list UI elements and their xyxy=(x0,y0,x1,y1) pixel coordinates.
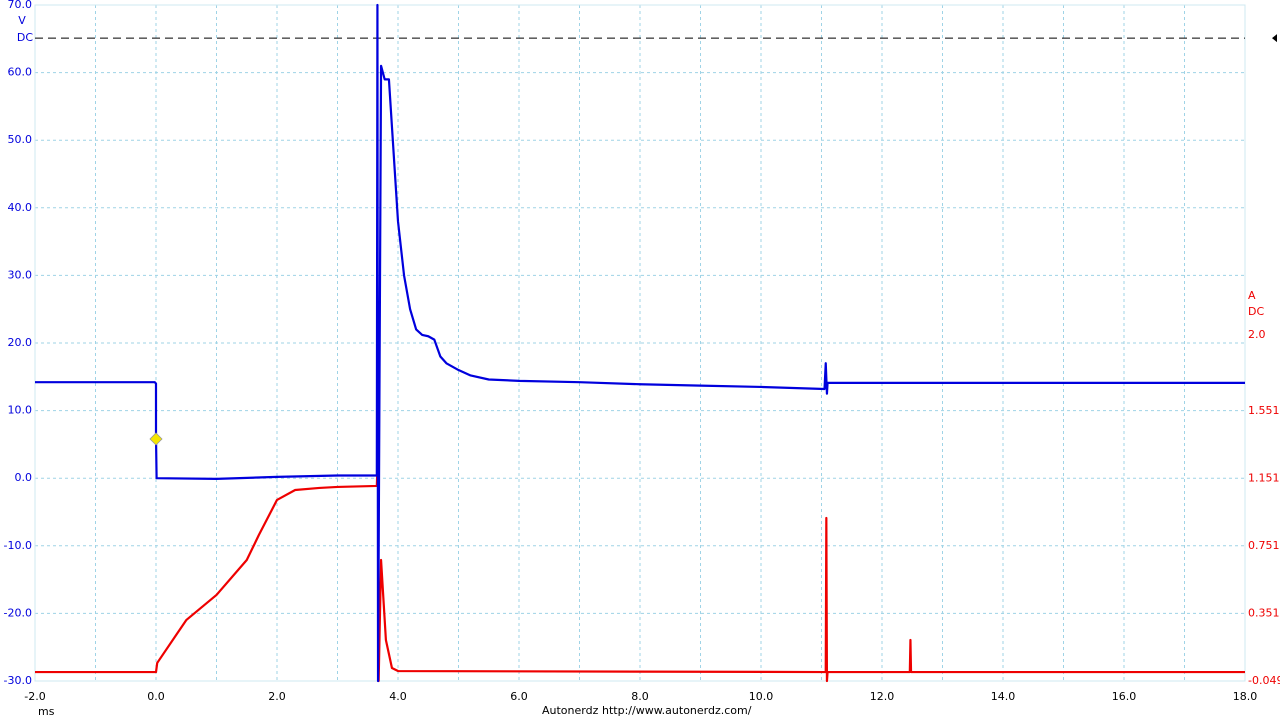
y2-tick-label: 2.0 xyxy=(1248,328,1266,341)
x-tick-label: 2.0 xyxy=(268,690,286,703)
y2-unit-label: A xyxy=(1248,289,1256,302)
series-line xyxy=(35,3,1245,683)
x-tick-label: 18.0 xyxy=(1233,690,1258,703)
x-tick-label: 6.0 xyxy=(510,690,528,703)
y-unit-label: DC xyxy=(17,31,33,44)
footer: http://www.autonerdz.com/ xyxy=(602,704,752,717)
y-tick-label: -20.0 xyxy=(4,606,32,619)
y-tick-label: -30.0 xyxy=(4,674,32,687)
trigger-marker xyxy=(149,432,163,446)
plot-border xyxy=(34,4,1246,682)
x-tick-label: 16.0 xyxy=(1112,690,1137,703)
y2-unit-label: DC xyxy=(1248,305,1264,318)
footer: Autonerdz xyxy=(542,704,599,717)
y-tick-label: 0.0 xyxy=(15,471,33,484)
y-tick-label: -10.0 xyxy=(4,539,32,552)
y-tick-label: 10.0 xyxy=(8,404,33,417)
y2-tick-label: -0.049 xyxy=(1248,674,1280,687)
y-tick-label: 50.0 xyxy=(8,133,33,146)
y-tick-label: 40.0 xyxy=(8,201,33,214)
reference-marker xyxy=(1272,34,1277,43)
y-tick-label: 60.0 xyxy=(8,66,33,79)
x-tick-label: 8.0 xyxy=(631,690,649,703)
x-tick-label: 14.0 xyxy=(991,690,1016,703)
x-tick-label: -2.0 xyxy=(24,690,45,703)
y-tick-label: 30.0 xyxy=(8,268,33,281)
x-tick-label: 4.0 xyxy=(389,690,407,703)
x-tick-label: 12.0 xyxy=(870,690,895,703)
x-unit-label: ms xyxy=(38,705,55,718)
y-unit-label: V xyxy=(18,14,26,27)
y2-tick-label: 1.151 xyxy=(1248,472,1280,485)
y-tick-label: 70.0 xyxy=(8,0,33,11)
y2-tick-label: 1.551 xyxy=(1248,404,1280,417)
y2-tick-label: 0.351 xyxy=(1248,607,1280,620)
y-tick-label: 20.0 xyxy=(8,336,33,349)
x-tick-label: 0.0 xyxy=(147,690,165,703)
x-tick-label: 10.0 xyxy=(749,690,774,703)
y2-tick-label: 0.751 xyxy=(1248,539,1280,552)
